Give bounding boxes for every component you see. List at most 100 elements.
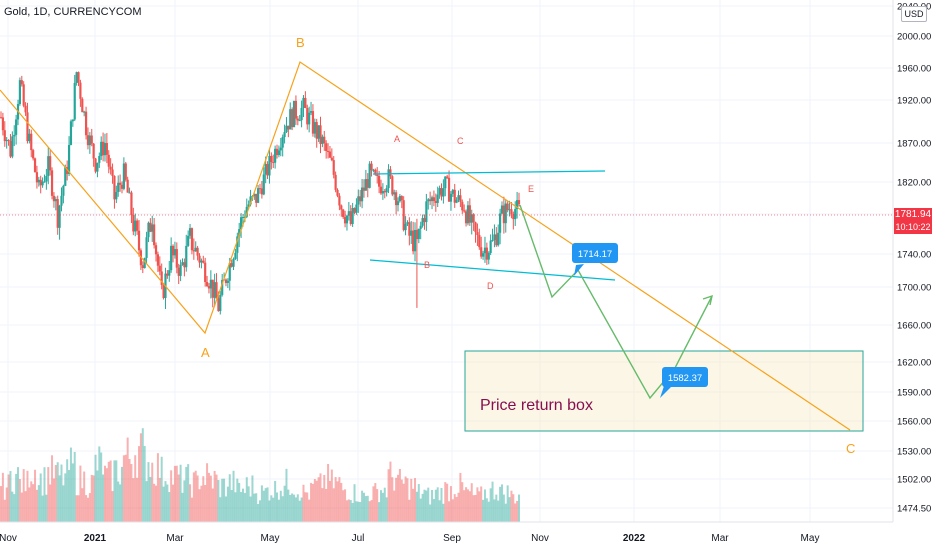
candle-body — [11, 136, 14, 157]
volume-bar — [238, 482, 241, 522]
candle-body — [330, 157, 333, 161]
candle-body — [427, 199, 430, 202]
candle-body — [49, 156, 52, 171]
volume-bar — [491, 481, 494, 522]
candle-body — [105, 143, 108, 155]
volume-bar — [487, 501, 490, 522]
candle-body — [440, 188, 443, 197]
candle-body — [368, 163, 371, 188]
candle-body — [500, 205, 504, 214]
candle-body — [81, 98, 84, 113]
candle-body — [88, 135, 91, 146]
volume-bar — [113, 460, 116, 522]
candle-body — [156, 254, 160, 266]
candle-body — [262, 174, 265, 195]
candle-body — [181, 262, 184, 265]
volume-bar — [497, 500, 500, 522]
candle-body — [510, 209, 513, 215]
volume-bar — [383, 487, 386, 522]
volume-bar — [349, 500, 352, 522]
volume-bar — [86, 497, 89, 522]
volume-bar — [5, 487, 8, 522]
volume-bar — [162, 486, 165, 522]
candle-body — [512, 214, 515, 220]
volume-bar — [404, 476, 407, 522]
volume-bar — [88, 493, 91, 522]
candle-body — [245, 206, 248, 217]
volume-bar — [446, 483, 449, 522]
volume-bar — [149, 476, 152, 522]
volume-bar — [291, 493, 294, 522]
volume-bar — [145, 481, 148, 522]
volume-bar — [449, 486, 452, 522]
candle-body — [498, 213, 502, 233]
candle-body — [413, 229, 417, 252]
volume-bar — [179, 464, 182, 522]
candle-body — [404, 223, 407, 231]
candle-body — [332, 160, 335, 175]
volume-bar — [385, 497, 388, 522]
volume-bar — [155, 485, 158, 522]
price-tick-label: 1920.00 — [897, 96, 931, 107]
triangle-lower-line[interactable] — [369, 259, 616, 281]
time-tick-label: Mar — [166, 533, 184, 544]
candle-body — [190, 228, 194, 251]
volume-bar — [73, 451, 76, 522]
candle-body — [241, 216, 245, 218]
candle-body — [442, 188, 445, 197]
volume-bar — [321, 488, 324, 522]
price-tick-label: 1700.00 — [897, 283, 931, 294]
candle-body — [158, 265, 161, 272]
volume-bar — [376, 489, 379, 522]
volume-bar — [476, 487, 479, 522]
candle-body — [26, 112, 29, 142]
volume-bar — [285, 468, 288, 522]
candle-body — [464, 211, 468, 224]
volume-bar — [68, 470, 71, 522]
volume-bar — [213, 470, 216, 522]
volume-bar — [236, 478, 239, 522]
volume-bar — [173, 465, 176, 522]
time-tick-label: May — [801, 533, 820, 544]
candle-body — [419, 225, 422, 229]
volume-bar — [368, 501, 371, 522]
candle-body — [449, 193, 453, 202]
candle-body — [18, 80, 22, 105]
volume-bar — [317, 477, 320, 522]
callout-1582[interactable]: 1582.37 — [660, 367, 708, 398]
time-tick-label: Nov — [531, 533, 549, 544]
time-axis[interactable]: Nov 2021 Mar May Jul Sep Nov 2022 Mar May — [0, 533, 819, 544]
candle-body — [281, 137, 284, 148]
candle-body — [22, 84, 25, 106]
candle-body — [446, 176, 449, 178]
candle-body — [243, 216, 246, 218]
triangle-upper-line[interactable] — [372, 170, 606, 175]
volume-bar — [512, 494, 515, 522]
price-return-box-label: Price return box — [480, 397, 593, 414]
candle-body — [485, 247, 488, 260]
volume-bar — [255, 493, 258, 522]
volume-bar — [499, 486, 502, 522]
candle-body — [134, 220, 137, 232]
candle-body — [192, 250, 195, 252]
candle-body — [355, 204, 358, 213]
candle-body — [20, 80, 23, 85]
volume-bar — [332, 488, 335, 522]
volume-bar — [279, 490, 282, 522]
candle-body — [323, 136, 326, 144]
volume-bar — [330, 469, 333, 522]
candle-body — [151, 224, 154, 232]
projection-path[interactable] — [519, 204, 713, 400]
volume-bar — [221, 478, 224, 522]
volume-bar — [94, 454, 97, 522]
candle-body — [124, 163, 127, 180]
volume-bar — [361, 490, 364, 522]
candle-body — [387, 169, 390, 189]
volume-bar — [107, 461, 110, 522]
callout-1714[interactable]: 1714.17 — [572, 243, 618, 276]
currency-badge[interactable]: USD — [901, 6, 927, 22]
candle-body — [94, 158, 97, 172]
volume-bar — [232, 470, 235, 522]
candle-body — [366, 179, 369, 188]
